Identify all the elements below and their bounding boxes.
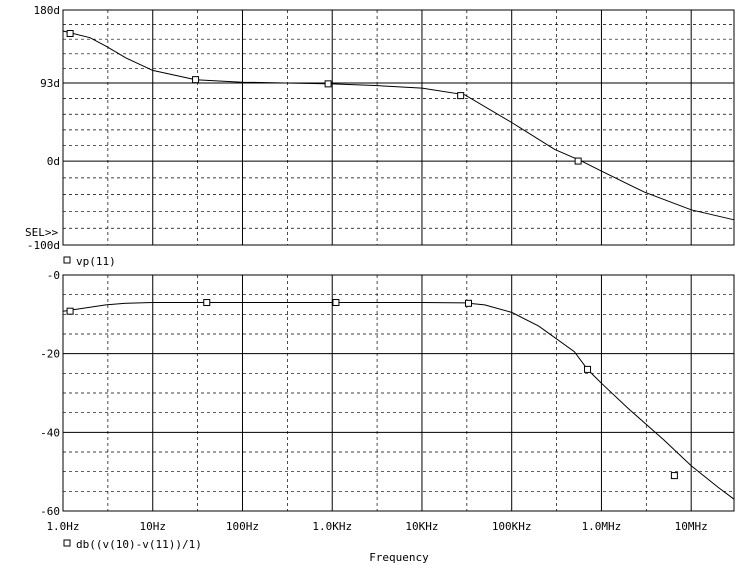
legend-label: vp(11) [76, 255, 116, 268]
magnitude-plot-panel: -0 -20 -40 -60 1.0Hz 10Hz 100Hz 1.0KHz 10KHz 100… [40, 269, 735, 564]
data-marker [324, 80, 332, 88]
phase-y-ticks: 180d 93d 0d -100d [27, 4, 60, 252]
data-marker [203, 299, 211, 307]
legend-label: db((v(10)-v(11))/1) [76, 538, 202, 551]
y-tick-label: -40 [40, 426, 60, 439]
phase-plot-grid [63, 10, 734, 245]
data-marker [670, 472, 678, 480]
magnitude-markers [66, 299, 678, 480]
data-marker [192, 76, 200, 84]
x-tick-label: 1.0MHz [582, 520, 622, 533]
series-line-db [62, 302, 735, 500]
phase-plot-frame [62, 9, 735, 246]
cursor-sel-label: SEL>> [25, 226, 58, 239]
data-marker [574, 157, 582, 165]
data-marker [66, 30, 74, 37]
y-tick-label: -100d [27, 239, 60, 252]
phase-markers [66, 30, 582, 165]
data-marker [584, 365, 592, 373]
legend-item-db: db((v(10)-v(11))/1) [63, 538, 202, 551]
magnitude-y-ticks: -0 -20 -40 -60 [40, 269, 60, 518]
data-marker [66, 307, 74, 315]
x-axis-label: Frequency [369, 551, 429, 564]
x-tick-label: 10KHz [405, 520, 438, 533]
y-tick-label: -60 [40, 505, 60, 518]
y-tick-label: 0d [47, 155, 60, 168]
legend-square-icon [63, 256, 71, 264]
x-tick-label: 1.0KHz [312, 520, 352, 533]
magnitude-plot-grid [63, 275, 734, 511]
y-tick-label: -20 [40, 348, 60, 361]
x-tick-label: 10Hz [139, 520, 166, 533]
y-tick-label: -0 [47, 269, 60, 282]
phase-plot-panel: 180d 93d 0d -100d SEL>> vp(11) [25, 4, 735, 268]
x-tick-label: 100Hz [226, 520, 259, 533]
data-marker [464, 299, 472, 307]
magnitude-plot-frame [62, 274, 735, 512]
x-tick-label: 10MHz [675, 520, 708, 533]
x-tick-label: 1.0Hz [46, 520, 79, 533]
y-tick-label: 93d [40, 77, 60, 90]
legend-item-vp11: vp(11) [63, 255, 116, 268]
x-tick-label: 100KHz [492, 520, 532, 533]
legend-square-icon [63, 539, 71, 547]
data-marker [457, 92, 465, 100]
y-tick-label: 180d [34, 4, 61, 17]
data-marker [332, 299, 340, 307]
frequency-x-ticks: 1.0Hz 10Hz 100Hz 1.0KHz 10KHz 100KHz 1.0MHz 10M… [46, 520, 707, 533]
series-line-vp11 [62, 30, 735, 221]
